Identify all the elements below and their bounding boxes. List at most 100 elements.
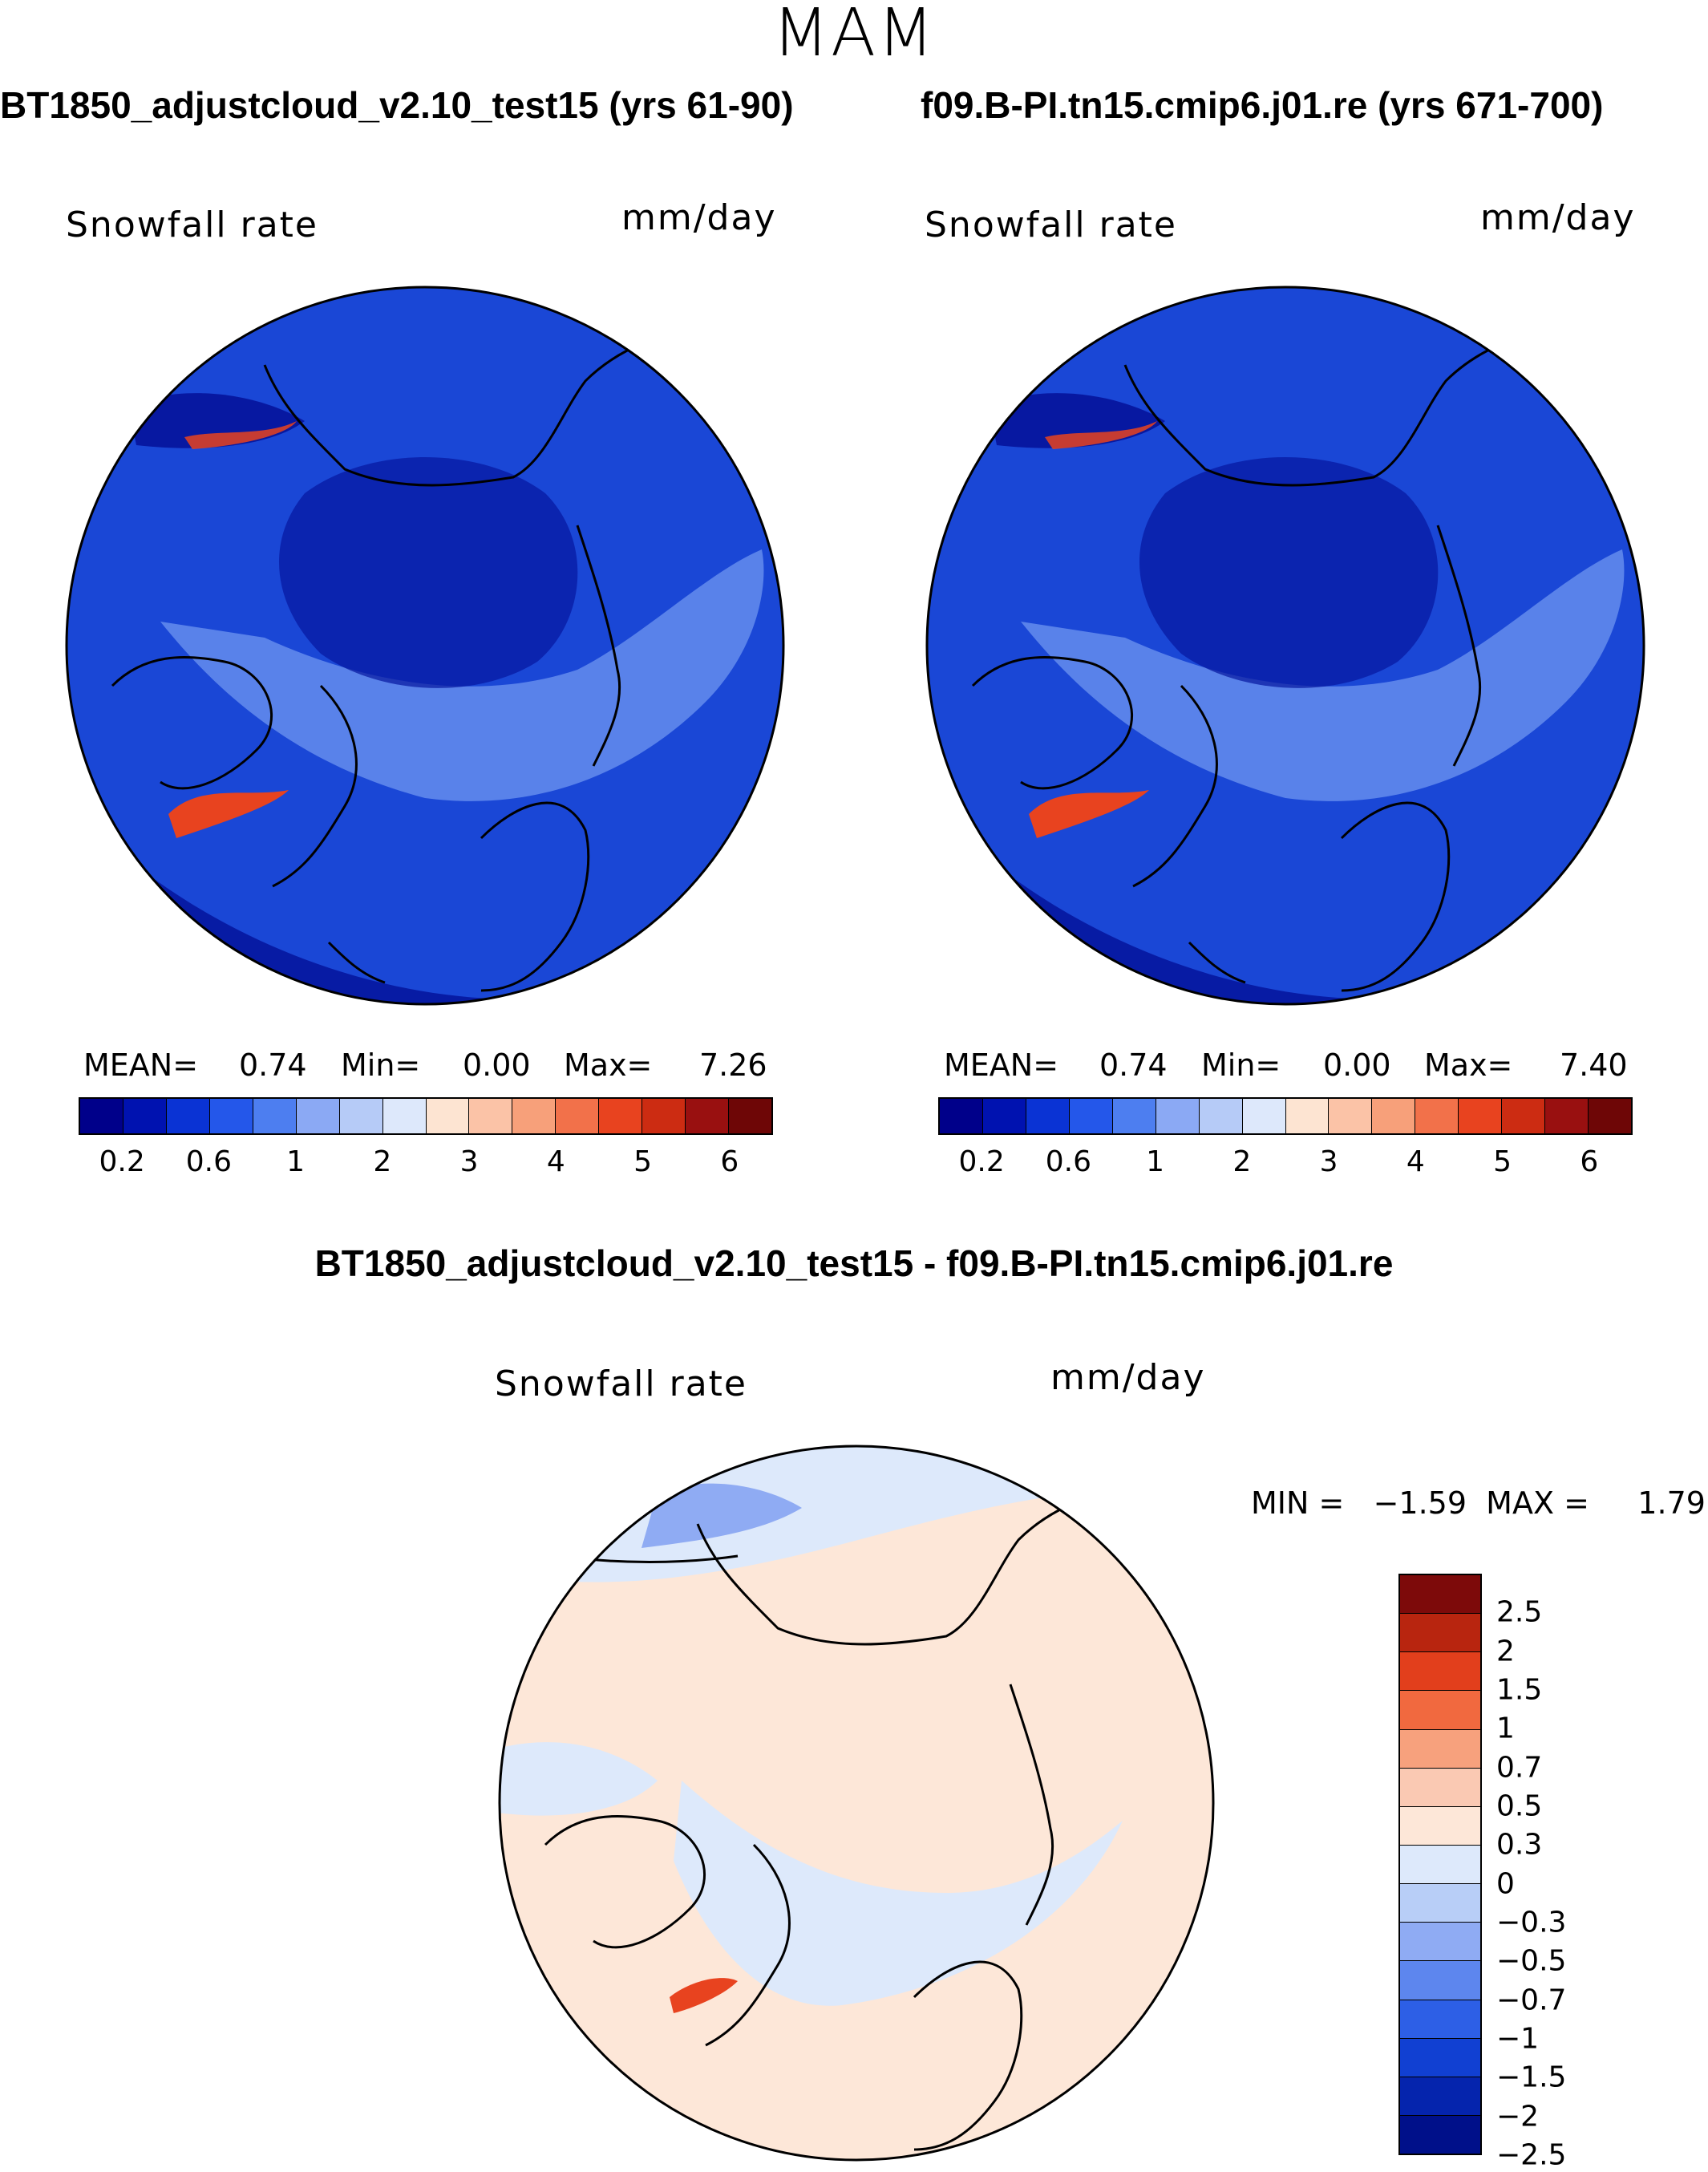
colorbar-swatch bbox=[599, 1099, 643, 1133]
colorbar-swatch bbox=[1026, 1099, 1070, 1133]
colorbar-swatch bbox=[512, 1099, 557, 1133]
colorbar-tick-label: 3 bbox=[459, 1145, 479, 1178]
difference-snowfall-map bbox=[498, 1445, 1215, 2162]
left-max-value: 7.26 bbox=[699, 1048, 767, 1083]
colorbar-swatch bbox=[1400, 1923, 1480, 1962]
season-title: MAM bbox=[772, 0, 936, 71]
right-snowfall-map bbox=[925, 286, 1645, 1006]
left-max-label: Max= bbox=[564, 1048, 653, 1083]
right-panel-title: f09.B-PI.tn15.cmip6.j01.re (yrs 671-700) bbox=[921, 84, 1604, 126]
colorbar-swatch bbox=[382, 1099, 427, 1133]
colorbar-tick-label: −0.5 bbox=[1496, 1944, 1567, 1978]
colorbar-tick-label: 3 bbox=[1319, 1145, 1338, 1178]
colorbar-swatch bbox=[1400, 2000, 1480, 2039]
diff-coastlines bbox=[544, 1490, 1107, 2151]
colorbar-swatch bbox=[1400, 1575, 1480, 1615]
colorbar-tick-label: 4 bbox=[546, 1145, 565, 1178]
diff-colorbar-ticks: 2.5 2 1.5 1 0.7 0.5 0.3 0 −0.3 −0.5 −0.7 −1 −1.5 −2 −2… bbox=[1496, 1574, 1657, 2172]
colorbar-tick-label: 0.7 bbox=[1496, 1751, 1543, 1785]
colorbar-swatch bbox=[1459, 1099, 1503, 1133]
colorbar-swatch bbox=[1285, 1099, 1330, 1133]
colorbar-tick-label: 0.2 bbox=[99, 1145, 145, 1178]
colorbar-tick-label: 2.5 bbox=[1496, 1595, 1543, 1629]
left-colorbar-ticks: 0.2 0.6 1 2 3 4 5 6 bbox=[79, 1145, 773, 1182]
right-mean-label: MEAN= bbox=[944, 1048, 1059, 1083]
left-mean-label: MEAN= bbox=[83, 1048, 199, 1083]
coastlines bbox=[971, 331, 1535, 992]
map-field-deep-core bbox=[1139, 457, 1439, 688]
colorbar-swatch bbox=[1400, 2038, 1480, 2077]
map-field-peak-top bbox=[1045, 421, 1157, 449]
colorbar-tick-label: 2 bbox=[1496, 1635, 1515, 1668]
colorbar-swatch bbox=[1400, 1884, 1480, 1923]
colorbar-tick-label: −0.7 bbox=[1496, 1984, 1567, 2017]
colorbar-tick-label: −0.3 bbox=[1496, 1906, 1567, 1939]
colorbar-swatch bbox=[1372, 1099, 1416, 1133]
map-field-deep-core bbox=[278, 457, 578, 688]
right-max-value: 7.40 bbox=[1560, 1048, 1628, 1083]
colorbar-swatch bbox=[426, 1099, 470, 1133]
colorbar-swatch bbox=[1112, 1099, 1156, 1133]
colorbar-swatch bbox=[982, 1099, 1026, 1133]
colorbar-swatch bbox=[80, 1099, 123, 1133]
colorbar-tick-label: 2 bbox=[1232, 1145, 1252, 1178]
colorbar-swatch bbox=[1400, 1845, 1480, 1885]
right-min-value: 0.00 bbox=[1323, 1048, 1391, 1083]
map-boundary bbox=[498, 1445, 1215, 2162]
colorbar-tick-label: 1 bbox=[1496, 1712, 1515, 1745]
colorbar-tick-label: 0.6 bbox=[1045, 1145, 1092, 1178]
left-units-label: mm/day bbox=[621, 197, 777, 238]
colorbar-swatch bbox=[1400, 1961, 1480, 2000]
left-colorbar bbox=[79, 1097, 773, 1135]
colorbar-swatch bbox=[469, 1099, 513, 1133]
colorbar-swatch bbox=[1069, 1099, 1113, 1133]
colorbar-tick-label: 0 bbox=[1496, 1867, 1515, 1901]
colorbar-swatch bbox=[339, 1099, 383, 1133]
right-mean-value: 0.74 bbox=[1099, 1048, 1168, 1083]
colorbar-swatch bbox=[556, 1099, 600, 1133]
colorbar-swatch bbox=[1329, 1099, 1373, 1133]
colorbar-swatch bbox=[1400, 1806, 1480, 1846]
map-field-light-band bbox=[160, 549, 764, 801]
colorbar-swatch bbox=[1400, 1652, 1480, 1692]
diff-min-max-stats: MIN = −1.59 MAX = 1.79 bbox=[1251, 1485, 1706, 1521]
diff-units-label: mm/day bbox=[1050, 1357, 1206, 1398]
colorbar-swatch bbox=[642, 1099, 686, 1133]
colorbar-swatch bbox=[1242, 1099, 1286, 1133]
colorbar-tick-label: 0.6 bbox=[185, 1145, 233, 1178]
colorbar-swatch bbox=[1545, 1099, 1589, 1133]
colorbar-swatch bbox=[1156, 1099, 1200, 1133]
colorbar-tick-label: 6 bbox=[720, 1145, 739, 1178]
right-colorbar-ticks: 0.2 0.6 1 2 3 4 5 6 bbox=[938, 1145, 1633, 1182]
diff-field-positive-peak bbox=[670, 1978, 738, 2013]
colorbar-tick-label: −2 bbox=[1496, 2100, 1540, 2134]
colorbar-tick-label: 5 bbox=[1493, 1145, 1512, 1178]
colorbar-tick-label: 0.2 bbox=[958, 1145, 1005, 1178]
diff-field-negative-left bbox=[500, 1742, 658, 1816]
left-panel-title: BT1850_adjustcloud_v2.10_test15 (yrs 61-… bbox=[0, 84, 794, 126]
colorbar-tick-label: 4 bbox=[1406, 1145, 1425, 1178]
right-min-label: Min= bbox=[1201, 1048, 1281, 1083]
colorbar-tick-label: −2.5 bbox=[1496, 2138, 1567, 2172]
left-min-label: Min= bbox=[341, 1048, 421, 1083]
colorbar-tick-label: 0.5 bbox=[1496, 1789, 1543, 1823]
colorbar-swatch bbox=[209, 1099, 253, 1133]
colorbar-swatch bbox=[940, 1099, 983, 1133]
right-variable-label: Snowfall rate bbox=[925, 205, 1177, 245]
right-units-label: mm/day bbox=[1480, 197, 1636, 238]
right-max-label: Max= bbox=[1424, 1048, 1513, 1083]
colorbar-swatch bbox=[729, 1099, 771, 1133]
colorbar-tick-label: 1 bbox=[286, 1145, 306, 1178]
colorbar-swatch bbox=[1400, 2115, 1480, 2154]
diff-colorbar bbox=[1398, 1574, 1482, 2155]
map-boundary bbox=[65, 286, 785, 1006]
coastlines bbox=[111, 331, 674, 992]
colorbar-tick-label: 2 bbox=[373, 1145, 392, 1178]
colorbar-swatch bbox=[1400, 1614, 1480, 1653]
colorbar-swatch bbox=[1400, 1691, 1480, 1730]
map-field-peak-coast bbox=[1029, 790, 1149, 838]
colorbar-swatch bbox=[1415, 1099, 1459, 1133]
difference-title: BT1850_adjustcloud_v2.10_test15 - f09.B-… bbox=[314, 1242, 1394, 1284]
diff-variable-label: Snowfall rate bbox=[495, 1364, 747, 1404]
diff-field-negative-strong bbox=[642, 1483, 802, 1548]
